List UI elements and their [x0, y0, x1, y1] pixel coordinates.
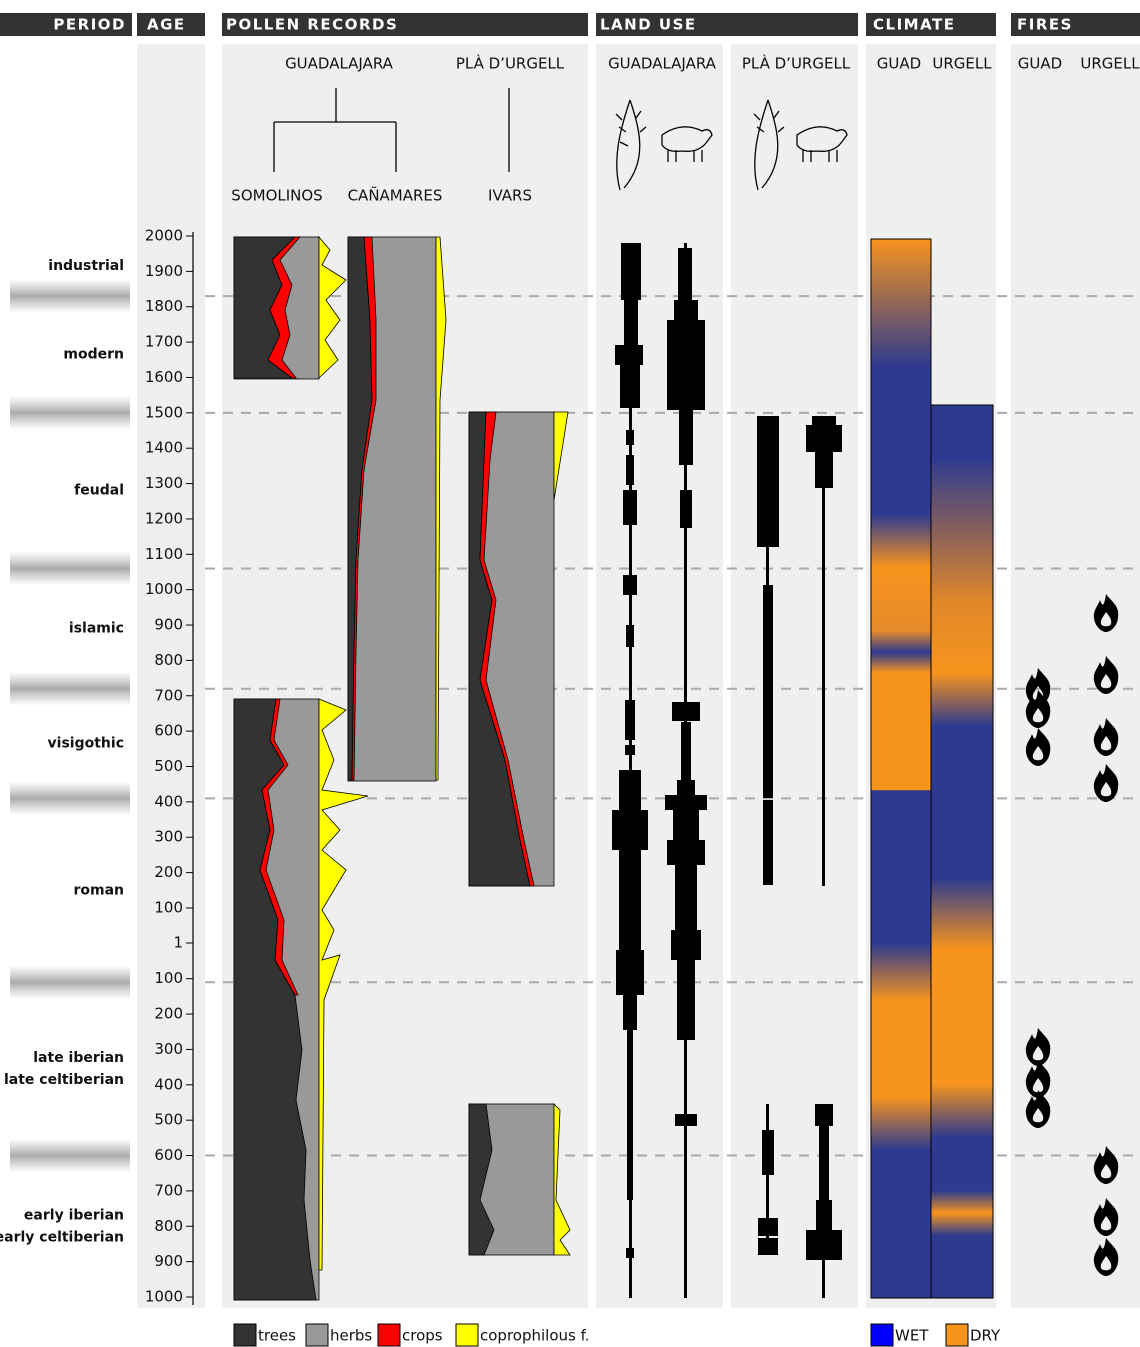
y-tick-label: 1900 [145, 262, 183, 280]
y-tick-label: 500 [154, 757, 183, 775]
y-tick-label: 1400 [145, 439, 183, 457]
period-band [10, 781, 130, 816]
y-tick-label: 100 [154, 969, 183, 987]
y-tick-label: 200 [154, 863, 183, 881]
y-tick-label: 700 [154, 1181, 183, 1199]
y-tick-label: 1000 [145, 580, 183, 598]
header: PERIOD [53, 16, 126, 34]
y-tick-label: 500 [154, 1111, 183, 1129]
pollen-diagrams [233, 235, 571, 1301]
legend-label: trees [258, 1327, 296, 1345]
legend-swatch [377, 1323, 401, 1347]
region-label: PLÀ D’URGELL [456, 54, 565, 73]
period-band [10, 671, 130, 706]
region-label: URGELL [1080, 55, 1140, 73]
legend-label: DRY [970, 1327, 1001, 1345]
legend-label: coprophilous f. [480, 1327, 590, 1345]
y-tick-label: 1600 [145, 368, 183, 386]
y-tick-label: 1700 [145, 333, 183, 351]
y-tick-label: 300 [154, 828, 183, 846]
y-tick-label: 200 [154, 1005, 183, 1023]
y-tick-label: 900 [154, 616, 183, 634]
y-tick-label: 1000 [145, 1288, 183, 1306]
region-label: GUADALAJARA [285, 55, 394, 73]
y-tick-label: 1300 [145, 474, 183, 492]
y-tick-label: 1200 [145, 509, 183, 527]
y-tick-label: 1 [173, 933, 183, 951]
legend-swatch [305, 1323, 329, 1347]
period-label: feudal [74, 483, 124, 499]
site-label: SOMOLINOS [231, 187, 322, 205]
period-band [10, 279, 130, 314]
legend-swatch [455, 1323, 479, 1347]
site-labels: GUADALAJARA PLÀ D’URGELL SOMOLINOS CAÑAM… [231, 54, 1140, 205]
region-label: PLÀ D’URGELL [742, 54, 851, 73]
period-label: late iberian [33, 1050, 124, 1066]
period-label: islamic [69, 621, 124, 637]
legend-swatch [870, 1323, 894, 1347]
period-band [10, 395, 130, 430]
legend-label: herbs [330, 1327, 372, 1345]
region-label: URGELL [932, 55, 992, 73]
header: LAND USE [600, 16, 697, 34]
y-tick-label: 800 [154, 1217, 183, 1235]
header: FIRES [1017, 16, 1073, 34]
y-tick-label: 800 [154, 651, 183, 669]
legend-swatch [233, 1323, 257, 1347]
y-tick-label: 100 [154, 898, 183, 916]
period-band [10, 551, 130, 586]
period-band [10, 965, 130, 1000]
period-label: early celtiberian [0, 1229, 124, 1245]
y-tick-label: 900 [154, 1252, 183, 1270]
legend-label: crops [402, 1327, 443, 1345]
period-label: early iberian [24, 1207, 124, 1223]
legend: trees herbs crops coprophilous f. WET DRY [233, 1323, 1001, 1347]
y-tick-label: 300 [154, 1040, 183, 1058]
period-band [10, 1138, 130, 1173]
legend-swatch [945, 1323, 969, 1347]
y-tick-label: 700 [154, 686, 183, 704]
land-use-bars [612, 243, 842, 1298]
period-label: industrial [48, 258, 124, 274]
y-tick-label: 1500 [145, 403, 183, 421]
y-tick-label: 600 [154, 722, 183, 740]
y-tick-label: 1100 [145, 545, 183, 563]
period-label: modern [63, 346, 124, 362]
icons [615, 99, 848, 191]
site-label: CAÑAMARES [348, 186, 443, 205]
climate-bars [870, 238, 994, 1299]
y-tick-label: 1800 [145, 297, 183, 315]
period-label: late celtiberian [4, 1072, 124, 1088]
legend-label: WET [895, 1327, 929, 1345]
y-tick-label: 600 [154, 1146, 183, 1164]
site-label: IVARS [488, 187, 532, 205]
y-tick-label: 400 [154, 792, 183, 810]
header-bars [0, 13, 1140, 36]
header: POLLEN RECORDS [226, 16, 398, 34]
y-tick-label: 2000 [145, 227, 183, 245]
period-label: visigothic [48, 736, 124, 752]
age-axis: 2000190018001700160015001400130012001100… [145, 227, 194, 1306]
header-text: PERIOD AGE POLLEN RECORDS LAND USE CLIMA… [53, 16, 1073, 34]
y-tick-label: 400 [154, 1075, 183, 1093]
period-labels: industrial modern feudal islamic visigothic r… [0, 258, 124, 1245]
period-label: roman [73, 882, 124, 898]
region-label: GUADALAJARA [608, 55, 717, 73]
header: AGE [147, 16, 186, 34]
region-label: GUAD [877, 55, 921, 73]
header: CLIMATE [873, 16, 956, 34]
region-label: GUAD [1018, 55, 1062, 73]
